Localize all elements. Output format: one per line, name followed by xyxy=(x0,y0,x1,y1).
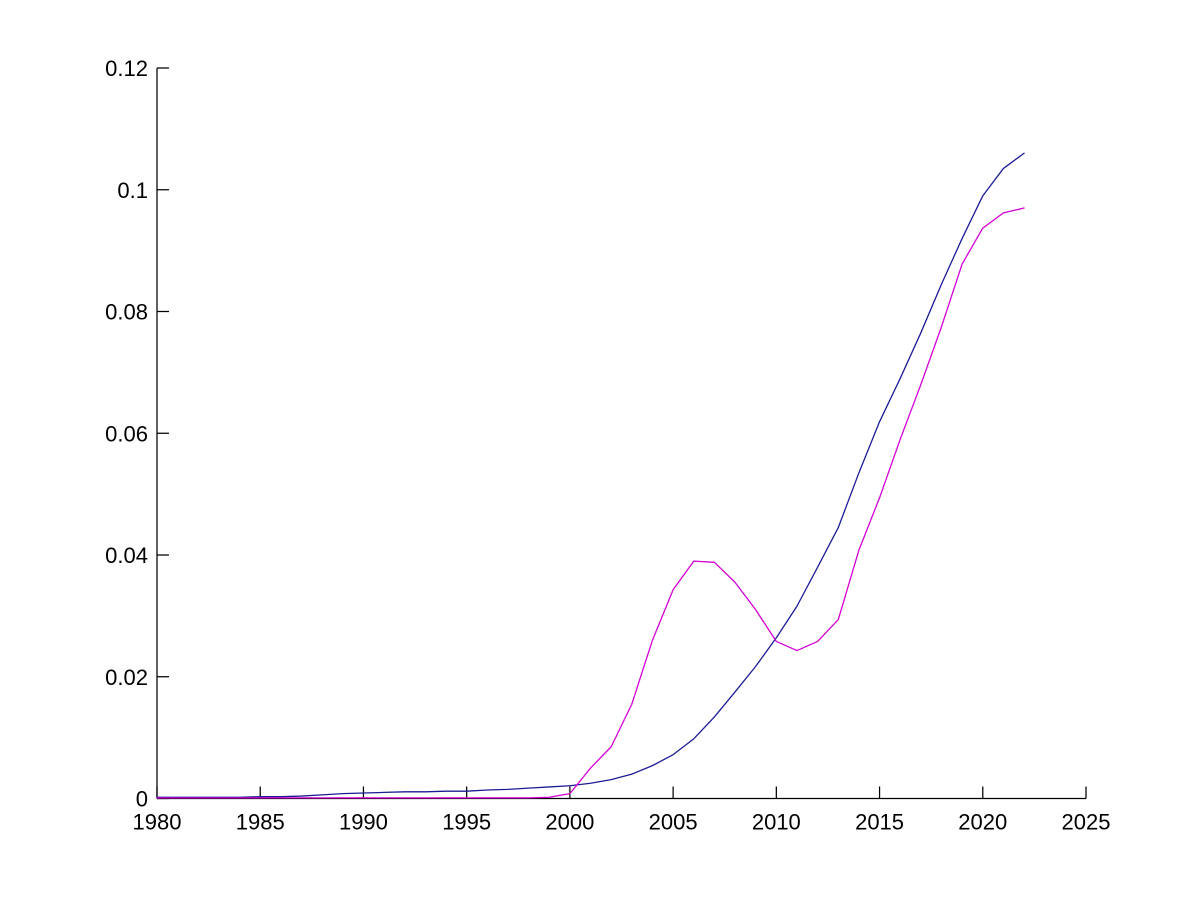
y-tick-label: 0.06 xyxy=(105,421,148,446)
x-tick-label: 1985 xyxy=(236,810,285,835)
x-tick-label: 2025 xyxy=(1062,810,1111,835)
ticks-group xyxy=(156,67,1087,800)
series-1-dark-blue-line xyxy=(156,152,1025,798)
x-tick-label: 1995 xyxy=(442,810,491,835)
y-tick-label: 0.04 xyxy=(105,543,148,568)
y-tick-label: 0.1 xyxy=(117,178,148,203)
y-tick-label: 0 xyxy=(136,787,148,812)
series-2-magenta-line xyxy=(156,207,1025,799)
tick-labels-group: 1980 1985 1990 1995 2000 2005 2010 2015 2020 2025… xyxy=(105,56,1110,835)
x-tick-label: 1980 xyxy=(133,810,182,835)
x-tick-label: 2005 xyxy=(649,810,698,835)
y-tick-label: 0.12 xyxy=(105,56,148,81)
x-tick-label: 2015 xyxy=(855,810,904,835)
x-tick-label: 2000 xyxy=(545,810,594,835)
x-tick-label: 2020 xyxy=(958,810,1007,835)
x-tick-label: 1990 xyxy=(339,810,388,835)
axes-group xyxy=(156,68,1086,800)
x-tick-label: 2010 xyxy=(752,810,801,835)
y-tick-label: 0.02 xyxy=(105,665,148,690)
series-group xyxy=(156,152,1025,799)
y-tick-label: 0.08 xyxy=(105,300,148,325)
